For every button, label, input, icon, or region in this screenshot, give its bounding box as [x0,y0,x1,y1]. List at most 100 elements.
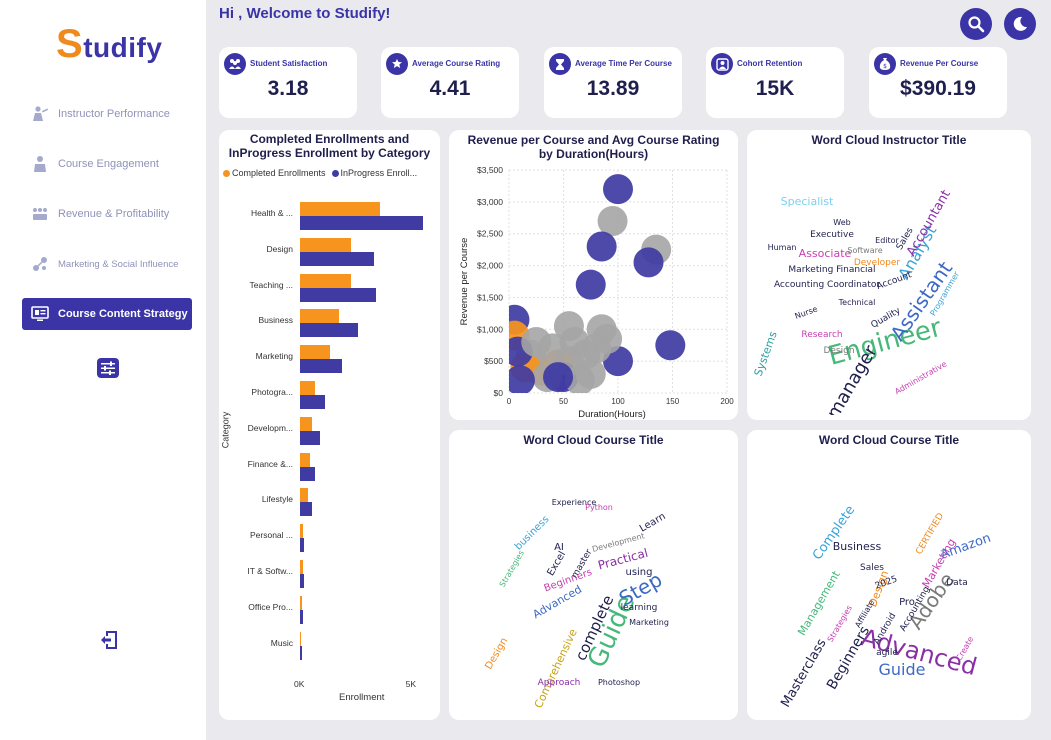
category-label: Developm... [247,422,293,433]
money-bag-icon: $ [874,53,896,75]
wordcloud-course-card-1: Word Cloud Course Title Guide Step complet… [449,430,738,720]
wordcloud-word[interactable]: Specialist [781,195,834,208]
wordcloud-word[interactable]: Systems [752,329,780,378]
y-tick-label: $3,000 [477,197,503,207]
y-tick-label: $3,500 [477,165,503,175]
bar-inprogress[interactable] [300,574,305,588]
wordcloud-word[interactable]: Excel [545,550,568,578]
sidebar-item-label: Course Engagement [58,158,159,170]
wordcloud-word[interactable]: business [513,514,552,553]
wordcloud-word[interactable]: Strategies [498,549,526,589]
sidebar-item-course-content-strategy[interactable]: Course Content Strategy [22,298,192,330]
revenue-icon [22,205,58,223]
wordcloud-word[interactable]: Human [768,243,797,252]
scatter-point[interactable] [586,231,617,262]
y-tick-label: $2,500 [477,229,503,239]
scatter-point[interactable] [633,247,664,278]
bar-completed[interactable] [300,488,308,503]
bar-inprogress[interactable] [300,430,321,445]
bar-inprogress[interactable] [300,323,359,338]
wordcloud-word[interactable]: Comprehensive [532,627,580,711]
scatter-point[interactable] [575,269,606,300]
scatter-point[interactable] [543,362,574,393]
bar-completed[interactable] [300,345,331,360]
bar-completed[interactable] [300,524,304,539]
bar-inprogress[interactable] [300,359,343,374]
bar-inprogress[interactable] [300,502,313,517]
wordcloud-word[interactable]: Design [483,636,510,671]
scatter-point[interactable] [655,330,686,361]
wordcloud-word[interactable]: Python [585,503,613,512]
wordcloud-word[interactable]: Strategies [826,604,854,644]
wordcloud-word[interactable]: agile [876,648,898,658]
sidebar-item-revenue-profitability[interactable]: Revenue & Profitability [22,198,192,230]
scatter-point[interactable] [505,365,535,395]
wordcloud-word[interactable]: Technical [838,298,876,307]
wordcloud-word[interactable]: Editor [875,236,899,245]
logo-letter: S [56,22,84,66]
scatter-point[interactable] [597,205,628,236]
kpi-revenue-per-course: $ Revenue Per Course $390.19 [869,47,1007,118]
wordcloud-word[interactable]: Executive [810,230,854,240]
wordcloud-title: Word Cloud Course Title [523,433,664,447]
wordcloud-word[interactable]: Developer [854,258,901,268]
wordcloud-word[interactable]: Masterclass [778,636,829,710]
wordcloud-word[interactable]: learning [621,603,658,613]
bar-inprogress[interactable] [300,287,376,302]
search-button[interactable] [960,8,992,40]
bar-inprogress[interactable] [300,251,374,266]
bar-completed[interactable] [300,381,315,395]
wordcloud-word[interactable]: Administrative [893,359,948,396]
bar-completed[interactable] [300,595,303,610]
bar-inprogress[interactable] [300,538,305,553]
bar-inprogress[interactable] [300,645,302,660]
wordcloud-word[interactable]: Photoshop [598,678,640,687]
scatter-point[interactable] [581,333,612,364]
monitor-icon [22,306,58,322]
sidebar-item-instructor-performance[interactable]: Instructor Performance [22,98,192,130]
wordcloud-word[interactable]: Business [833,540,882,553]
exit-icon[interactable] [100,630,118,655]
scatter-point[interactable] [603,346,633,377]
wordcloud-word[interactable]: Experience [552,498,597,507]
wordcloud-title: Word Cloud Course Title [818,433,960,447]
wordcloud-word[interactable]: Marketing [629,618,669,627]
wordcloud-word[interactable]: Research [801,330,842,340]
bar-completed[interactable] [300,273,352,288]
scatter-point[interactable] [521,327,552,358]
bar-completed[interactable] [300,560,303,574]
filter-button[interactable] [97,358,119,378]
wordcloud-word[interactable]: using [625,567,652,578]
wordcloud-word[interactable]: Guide [879,660,926,679]
dark-mode-button[interactable] [1004,8,1036,40]
bar-inprogress[interactable] [300,609,304,624]
bar-inprogress[interactable] [300,466,315,481]
wordcloud-word[interactable]: Data [946,578,968,588]
bar-completed[interactable] [300,631,302,646]
wordcloud-word[interactable]: Marketing Financial [788,265,875,275]
wordcloud-word[interactable]: Sales [860,563,884,573]
wordcloud-word[interactable]: AI [554,542,564,553]
wordcloud-word[interactable]: Software [847,246,882,255]
bar-completed[interactable] [300,416,313,431]
bar-completed[interactable] [300,202,381,216]
sidebar-item-course-engagement[interactable]: Course Engagement [22,148,192,180]
wordcloud-word[interactable]: Design [823,346,854,356]
bar-completed[interactable] [300,237,352,252]
category-label: Business [258,315,294,326]
scatter-point[interactable] [575,358,606,389]
wordcloud-word[interactable]: Web [833,218,850,227]
wordcloud-word[interactable]: Accounting Coordinator [774,280,880,290]
bar-completed[interactable] [300,452,311,467]
wordcloud-word[interactable]: Nurse [794,304,819,320]
wordcloud-word[interactable]: Pro [899,597,915,608]
scatter-point[interactable] [603,174,633,205]
wordcloud-word[interactable]: Approach [538,678,581,688]
bar-inprogress[interactable] [300,216,423,230]
sidebar-item-marketing-social[interactable]: Marketing & Social Influence [22,248,192,280]
wordcloud-word[interactable]: Associate [799,247,852,260]
bar-completed[interactable] [300,309,340,324]
wordcloud-word[interactable]: Complete [810,503,858,563]
x-tick-label: 5K [405,679,417,689]
bar-inprogress[interactable] [300,395,325,409]
